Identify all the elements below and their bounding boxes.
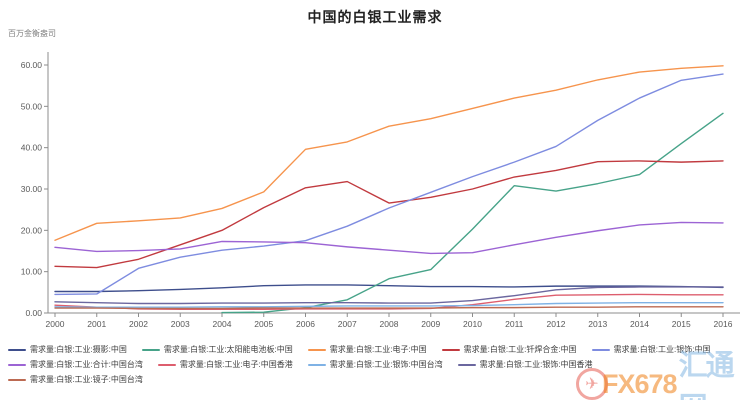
svg-text:2016: 2016 [714, 319, 733, 329]
svg-text:20.00: 20.00 [21, 225, 43, 235]
legend-line-swatch [8, 378, 26, 381]
legend-line-swatch [441, 348, 460, 351]
legend-item: 需求量:白银:工业:钎焊合金:中国 [441, 344, 577, 355]
legend-item: 需求量:白银:工业:太阳能电池板:中国 [141, 344, 293, 355]
legend-line-swatch [307, 348, 326, 351]
y-axis-unit-label: 百万金衡盎司 [8, 29, 56, 38]
svg-text:2007: 2007 [338, 319, 357, 329]
legend-label: 需求量:白银:工业:太阳能电池板:中国 [163, 345, 293, 354]
legend-label: 需求量:白银:工业:电子:中国 [329, 345, 427, 354]
legend-item: 需求量:白银:工业:电子:中国香港 [157, 359, 293, 370]
svg-text:2003: 2003 [171, 319, 190, 329]
legend-line-swatch [307, 363, 326, 366]
svg-text:60.00: 60.00 [21, 60, 43, 70]
legend-line-swatch [591, 348, 610, 351]
legend-label: 需求量:白银:工业:银饰:中国台湾 [329, 360, 443, 369]
line-chart-plot: 0.00 10.00 20.00 30.00 40.00 50.00 60.00 2000 20… [21, 52, 740, 329]
legend-row: 需求量:白银:工业:合计:中国台湾 需求量:白银:工业:电子:中国香港 需求量:白银… [8, 359, 748, 370]
legend-item: 需求量:白银:工业:镜子:中国台湾 [8, 374, 143, 385]
svg-text:2001: 2001 [87, 319, 106, 329]
legend-label: 需求量:白银:工业:银饰:中国香港 [479, 360, 593, 369]
legend-row: 需求量:白银:工业:镜子:中国台湾 [8, 374, 748, 385]
svg-text:2008: 2008 [380, 319, 399, 329]
svg-text:2014: 2014 [630, 319, 649, 329]
legend-item: 需求量:白银:工业:银饰:中国香港 [457, 359, 593, 370]
legend-line-swatch [8, 348, 26, 351]
svg-text:2010: 2010 [463, 319, 482, 329]
legend-row: 需求量:白银:工业:摄影:中国 需求量:白银:工业:太阳能电池板:中国 需求量:白银… [8, 344, 748, 355]
legend-label: 需求量:白银:工业:摄影:中国 [30, 345, 127, 354]
svg-text:2000: 2000 [46, 319, 65, 329]
svg-text:2013: 2013 [588, 319, 607, 329]
svg-text:2006: 2006 [296, 319, 315, 329]
svg-text:40.00: 40.00 [21, 143, 43, 153]
legend-line-swatch [141, 348, 160, 351]
svg-text:2009: 2009 [421, 319, 440, 329]
legend-label: 需求量:白银:工业:钎焊合金:中国 [463, 345, 577, 354]
legend-item: 需求量:白银:工业:合计:中国台湾 [8, 359, 143, 370]
chart-legend: 需求量:白银:工业:摄影:中国 需求量:白银:工业:太阳能电池板:中国 需求量:白银… [8, 344, 748, 389]
legend-label: 需求量:白银:工业:合计:中国台湾 [30, 360, 143, 369]
svg-text:30.00: 30.00 [21, 184, 43, 194]
svg-text:0.00: 0.00 [25, 308, 42, 318]
legend-line-swatch [8, 363, 26, 366]
svg-text:2012: 2012 [547, 319, 566, 329]
chart-title: 中国的白银工业需求 [307, 9, 443, 25]
legend-item: 需求量:白银:工业:银饰:中国台湾 [307, 359, 443, 370]
svg-text:10.00: 10.00 [21, 267, 43, 277]
legend-label: 需求量:白银:工业:电子:中国香港 [179, 360, 293, 369]
legend-item: 需求量:白银:工业:电子:中国 [307, 344, 427, 355]
svg-text:2004: 2004 [213, 319, 232, 329]
legend-line-swatch [157, 363, 176, 366]
legend-item: 需求量:白银:工业:银饰:中国 [591, 344, 711, 355]
svg-text:2002: 2002 [129, 319, 148, 329]
svg-text:50.00: 50.00 [21, 101, 43, 111]
svg-text:2015: 2015 [672, 319, 691, 329]
legend-label: 需求量:白银:工业:镜子:中国台湾 [30, 375, 143, 384]
legend-label: 需求量:白银:工业:银饰:中国 [613, 345, 711, 354]
legend-line-swatch [457, 363, 476, 366]
legend-item: 需求量:白银:工业:摄影:中国 [8, 344, 127, 355]
svg-text:2005: 2005 [254, 319, 273, 329]
svg-text:2011: 2011 [505, 319, 524, 329]
